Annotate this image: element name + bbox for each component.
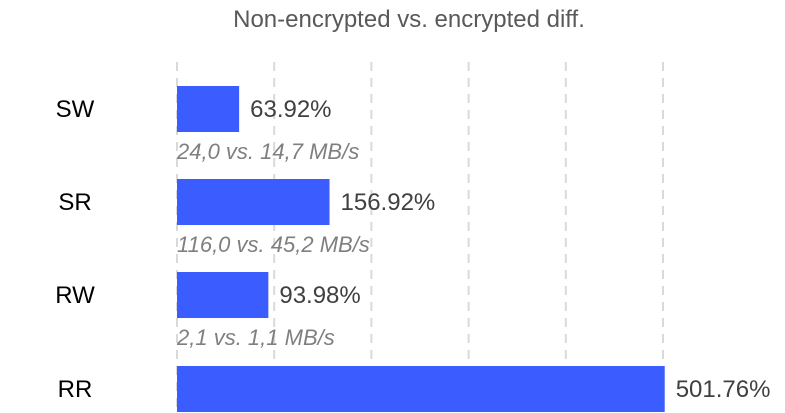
value-label-rr: 501.76%	[676, 376, 771, 403]
annotation-sw: 24,0 vs. 14,7 MB/s	[176, 139, 359, 164]
chart-title: Non-encrypted vs. encrypted diff.	[233, 6, 585, 33]
category-label-sr: SR	[58, 189, 91, 216]
gridlines	[176, 62, 664, 413]
bar-sw	[177, 86, 240, 132]
annotation-sr: 116,0 vs. 45,2 MB/s	[177, 232, 370, 257]
category-label-sw: SW	[56, 96, 95, 123]
category-label-rw: RW	[55, 282, 95, 309]
bar-rw	[177, 272, 269, 318]
annotation-rw: 2,1 vs. 1,1 MB/s	[176, 325, 335, 350]
value-label-sw: 63.92%	[250, 96, 331, 123]
bars: SW 63.92% 24,0 vs. 14,7 MB/s SR 156.92% 116,0…	[55, 86, 770, 412]
bar-rr	[177, 366, 665, 412]
value-label-rw: 93.98%	[279, 282, 360, 309]
value-label-sr: 156.92%	[341, 189, 436, 216]
bar-sr	[177, 179, 330, 225]
category-label-rr: RR	[58, 376, 93, 403]
